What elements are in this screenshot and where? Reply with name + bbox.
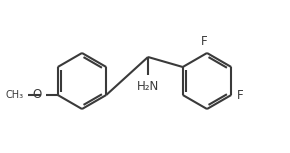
Text: H₂N: H₂N bbox=[137, 80, 159, 93]
Text: O: O bbox=[32, 88, 42, 101]
Text: F: F bbox=[237, 88, 244, 101]
Text: CH₃: CH₃ bbox=[6, 90, 24, 100]
Text: F: F bbox=[201, 35, 207, 48]
